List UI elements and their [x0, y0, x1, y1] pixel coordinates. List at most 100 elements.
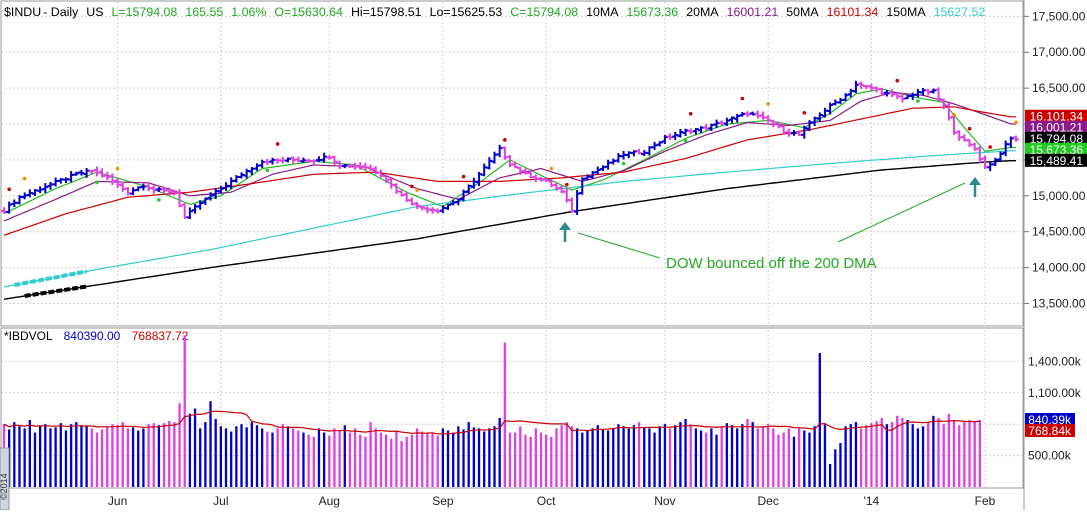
price-bar — [744, 111, 751, 117]
price-tick-label: 14,500.00 — [1032, 225, 1086, 239]
volume-bar — [880, 417, 883, 487]
price-bar — [1013, 135, 1019, 142]
header-segment: 15627.52 — [934, 5, 986, 19]
volume-bar — [674, 425, 677, 487]
volume-bar — [813, 426, 816, 487]
volume-bar — [596, 425, 599, 487]
volume-bar — [591, 428, 594, 487]
price-badge — [1025, 131, 1087, 145]
volume-bar — [828, 463, 832, 487]
volume-bar — [353, 428, 357, 487]
volume-bar — [622, 426, 625, 487]
price-bar — [414, 201, 421, 210]
volume-bar — [849, 424, 852, 487]
volume-bar — [612, 428, 615, 487]
volume-bar — [410, 434, 414, 487]
ma-150-highlight — [13, 269, 87, 287]
ma-line-20ma — [3, 91, 1016, 222]
volume-bar — [761, 426, 765, 487]
price-bar — [543, 177, 550, 182]
volume-bar — [792, 436, 796, 487]
volume-bar — [916, 428, 920, 487]
volume-bar — [890, 422, 894, 487]
signal-dot — [988, 145, 992, 149]
price-tick-label: 17,500.00 — [1032, 9, 1086, 23]
volume-bar — [338, 430, 341, 487]
volume-bar — [751, 422, 754, 487]
price-tick-label: 15,000.00 — [1032, 189, 1086, 203]
volume-bar — [359, 434, 362, 487]
volume-bar — [627, 428, 630, 487]
signal-dot — [157, 198, 161, 202]
signal-dot — [549, 166, 554, 171]
volume-bar — [111, 424, 114, 487]
price-badge — [1025, 142, 1087, 156]
volume-bar — [457, 426, 460, 487]
price-bar — [186, 207, 193, 220]
volume-bar — [823, 424, 827, 487]
volume-value-average: 768837.72 — [132, 329, 189, 343]
signal-dot — [683, 138, 688, 143]
signal-dot — [564, 182, 569, 187]
volume-bar — [328, 435, 331, 487]
price-header: $INDU - Daily US L=15794.08 165.55 1.06% O=156… — [4, 5, 985, 19]
pane-resize-handle[interactable]: ©2014 — [0, 447, 10, 511]
volume-bar — [663, 424, 667, 487]
price-tick-label: 14,000.00 — [1032, 261, 1086, 275]
volume-bar — [720, 426, 723, 487]
volume-bar — [395, 431, 398, 487]
volume-bar — [106, 426, 109, 487]
signal-dot — [461, 174, 466, 179]
signal-dot — [802, 110, 807, 115]
volume-bars — [2, 335, 982, 487]
signal-dot — [265, 168, 270, 173]
volume-bar — [312, 436, 315, 487]
volume-bar — [958, 425, 961, 487]
month-label: '14 — [864, 494, 880, 508]
arrow-up-icon — [559, 222, 571, 242]
volume-bar — [390, 438, 393, 487]
volume-bar — [400, 440, 403, 487]
volume-bar — [730, 425, 734, 487]
signal-dot — [415, 188, 419, 192]
volume-bar — [44, 424, 47, 487]
volume-bar — [188, 413, 192, 487]
month-label: Feb — [975, 494, 996, 508]
volume-panel-frame — [0, 327, 1024, 489]
volume-bar — [777, 434, 780, 487]
volume-bar — [126, 428, 130, 487]
volume-bar — [927, 422, 930, 487]
volume-bar — [18, 426, 21, 487]
header-segment: 50MA — [786, 5, 819, 19]
price-tick-label: 17,000.00 — [1032, 45, 1086, 59]
volume-bar — [606, 430, 610, 487]
volume-bar — [23, 428, 26, 487]
volume-bar — [870, 423, 873, 487]
volume-bar — [539, 432, 543, 487]
volume-bar — [80, 425, 83, 487]
volume-bar — [865, 425, 868, 487]
header-segment: Hi=15798.51 — [351, 5, 422, 19]
volume-bar — [276, 428, 279, 487]
volume-bar — [137, 430, 140, 487]
header-segment: Lo=15625.53 — [430, 5, 503, 19]
volume-bar — [431, 432, 434, 487]
volume-bar — [214, 418, 217, 487]
volume-bar — [524, 434, 527, 487]
header-segment: - Daily — [43, 5, 79, 19]
volume-bar — [49, 428, 52, 487]
volume-bar — [291, 428, 295, 487]
volume-bar — [968, 420, 971, 487]
volume-bar — [581, 432, 584, 487]
volume-bar — [565, 422, 568, 487]
volume-bar — [348, 432, 352, 487]
price-badge — [1025, 109, 1087, 123]
volume-bar — [271, 432, 274, 487]
volume-bar — [100, 429, 104, 487]
volume-bar — [772, 428, 775, 487]
annotation-text: DOW bounced off the 200 DMA — [666, 255, 877, 272]
signal-dot — [895, 78, 900, 83]
volume-bar — [446, 430, 450, 487]
volume-bar — [38, 425, 42, 487]
price-bar — [656, 141, 663, 147]
